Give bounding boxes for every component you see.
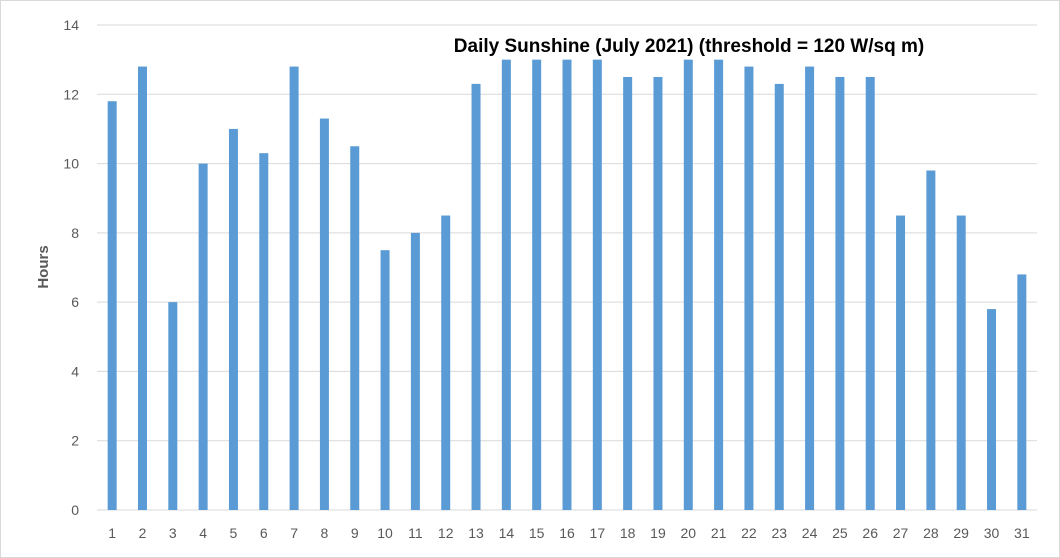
bar: [350, 146, 360, 510]
bar: [623, 76, 633, 510]
bar: [805, 66, 815, 511]
x-tick-label: 24: [802, 525, 818, 541]
y-tick-label: 14: [63, 17, 79, 33]
bar: [532, 59, 542, 511]
y-tick-label: 6: [71, 294, 79, 310]
x-tick-label: 11: [408, 525, 423, 541]
x-tick-label: 8: [321, 525, 329, 541]
x-tick-label: 22: [741, 525, 757, 541]
x-tick-label: 6: [260, 525, 268, 541]
x-tick-label: 5: [230, 525, 238, 541]
x-axis-ticks: 1 2 3 4 5 6 7 8 9 10 11 12 13 14 15 16 17 18 19 20 21 22 23 24 2…: [108, 525, 1030, 541]
bar: [987, 309, 997, 510]
x-tick-label: 26: [862, 525, 878, 541]
bar: [501, 59, 511, 511]
y-tick-label: 12: [63, 86, 79, 102]
x-tick-label: 4: [199, 525, 207, 541]
bar: [289, 66, 299, 511]
bar: [683, 59, 693, 511]
x-tick-label: 13: [468, 525, 484, 541]
bar: [380, 250, 390, 510]
y-tick-label: 4: [71, 363, 79, 379]
chart-title: Daily Sunshine (July 2021) (threshold = …: [454, 36, 924, 57]
bar: [319, 118, 329, 511]
y-axis-ticks: 0 2 4 6 8 10 12 14: [63, 17, 79, 518]
x-tick-label: 23: [771, 525, 787, 541]
y-tick-label: 0: [71, 502, 79, 518]
bars: [107, 59, 1027, 511]
bar: [653, 76, 663, 510]
x-tick-label: 28: [923, 525, 939, 541]
y-tick-label: 2: [71, 433, 79, 449]
x-tick-label: 17: [590, 525, 606, 541]
x-tick-label: 31: [1014, 525, 1030, 541]
x-tick-label: 3: [169, 525, 177, 541]
x-tick-label: 2: [139, 525, 147, 541]
x-tick-label: 16: [559, 525, 575, 541]
y-tick-label: 8: [71, 225, 79, 241]
y-axis-title: Hours: [35, 245, 52, 288]
bar: [441, 215, 451, 511]
x-tick-label: 20: [681, 525, 697, 541]
bar: [198, 163, 208, 511]
x-tick-label: 27: [893, 525, 909, 541]
x-tick-label: 15: [529, 525, 545, 541]
bar: [562, 59, 572, 511]
bar: [410, 232, 420, 510]
bar: [744, 66, 754, 511]
bar: [107, 101, 117, 510]
x-tick-label: 7: [290, 525, 298, 541]
x-tick-label: 12: [438, 525, 454, 541]
y-tick-label: 10: [63, 156, 79, 172]
x-tick-label: 29: [953, 525, 969, 541]
x-tick-label: 21: [711, 525, 727, 541]
bar: [714, 59, 724, 511]
x-tick-label: 18: [620, 525, 636, 541]
bar: [259, 153, 269, 510]
bar: [228, 128, 238, 510]
bar: [835, 76, 845, 510]
x-tick-label: 1: [108, 525, 116, 541]
x-tick-label: 25: [832, 525, 848, 541]
bar: [926, 170, 936, 510]
x-tick-label: 19: [650, 525, 666, 541]
bar: [168, 302, 178, 510]
bar: [896, 215, 906, 511]
x-tick-label: 14: [499, 525, 515, 541]
bar: [1017, 274, 1027, 510]
bar: [956, 215, 966, 511]
x-tick-label: 9: [351, 525, 359, 541]
x-tick-label: 10: [377, 525, 393, 541]
bar: [592, 59, 602, 511]
bar: [865, 76, 875, 510]
bar: [137, 66, 147, 511]
bar: [471, 83, 481, 511]
x-tick-label: 30: [984, 525, 1000, 541]
bar: [774, 83, 784, 511]
